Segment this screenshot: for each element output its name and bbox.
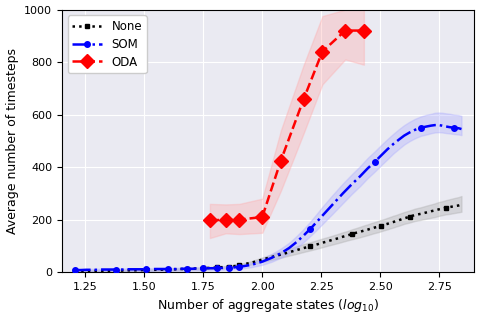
SOM bbox=[220, 266, 226, 270]
None bbox=[228, 264, 234, 268]
SOM bbox=[215, 266, 221, 270]
ODA bbox=[342, 29, 348, 33]
Line: None: None bbox=[72, 202, 464, 273]
SOM bbox=[180, 267, 186, 271]
Legend: None, SOM, ODA: None, SOM, ODA bbox=[68, 15, 147, 73]
None bbox=[192, 267, 198, 270]
Y-axis label: Average number of timesteps: Average number of timesteps bbox=[6, 48, 19, 234]
None bbox=[301, 246, 307, 250]
SOM bbox=[349, 182, 355, 186]
ODA bbox=[223, 218, 228, 221]
Line: SOM: SOM bbox=[72, 122, 464, 273]
ODA bbox=[207, 219, 213, 222]
SOM bbox=[163, 267, 168, 271]
SOM bbox=[72, 268, 77, 272]
SOM bbox=[432, 123, 438, 127]
ODA bbox=[320, 50, 325, 53]
X-axis label: Number of aggregate states ($\mathit{log}_{10}$): Number of aggregate states ($\mathit{log… bbox=[157, 298, 379, 315]
None bbox=[230, 264, 236, 268]
ODA bbox=[259, 215, 265, 219]
None bbox=[72, 269, 77, 273]
ODA bbox=[278, 159, 284, 163]
None bbox=[458, 203, 464, 207]
ODA bbox=[301, 97, 307, 101]
SOM bbox=[170, 267, 176, 271]
SOM bbox=[458, 127, 464, 131]
Line: ODA: ODA bbox=[205, 26, 369, 225]
None bbox=[113, 269, 119, 273]
ODA bbox=[361, 29, 367, 33]
ODA bbox=[237, 218, 242, 221]
None bbox=[180, 267, 186, 271]
